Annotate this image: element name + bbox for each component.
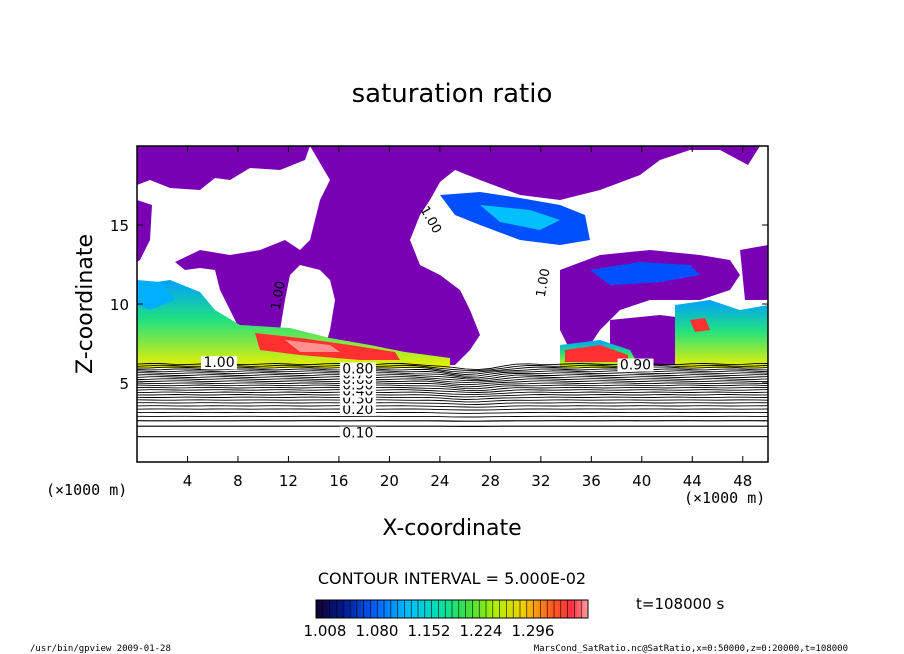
far-right-core: [690, 318, 710, 332]
far-right-cloud: [675, 300, 768, 368]
contour-line: [137, 386, 768, 392]
purple-top-left: [137, 146, 310, 190]
left-cloud-band: [137, 280, 450, 368]
x-tick-label: 12: [279, 472, 298, 490]
x-tick-label: 48: [733, 472, 752, 490]
contour-line: [137, 362, 768, 371]
x-tick-label: 44: [683, 472, 702, 490]
x-tick-label: 16: [329, 472, 348, 490]
contour-line: [137, 389, 768, 393]
contour-label-rotated: 1.00: [269, 280, 289, 311]
footer-left: /usr/bin/gpview 2009-01-28: [30, 644, 171, 654]
contour-line: [137, 380, 768, 386]
contour-interval-label: CONTOUR INTERVAL = 5.000E-02: [318, 569, 586, 588]
x-unit-right: (×1000 m): [684, 489, 765, 507]
contour-line: [137, 374, 768, 380]
contour-line: [137, 420, 768, 422]
contour-line: [137, 368, 768, 375]
contour-line: [137, 394, 768, 398]
colorbar-tick-label: 1.080: [356, 622, 399, 640]
contour-line: [137, 372, 768, 379]
contour-line: [137, 415, 768, 418]
left-cloud-edge: [137, 280, 175, 310]
colorbar-tick-label: 1.224: [460, 622, 503, 640]
contour-line: [137, 411, 768, 414]
left-cloud-peak: [285, 340, 340, 352]
contour-line: [137, 396, 768, 400]
x-tick-label: 40: [632, 472, 651, 490]
x-unit-left: (×1000 m): [46, 481, 127, 499]
contour-line: [137, 384, 768, 390]
x-axis-label: X-coordinate: [382, 516, 521, 541]
contour-label-bg: [339, 426, 376, 440]
colorbar: 1.008 1.080 1.152 1.224 1.296: [304, 599, 589, 640]
contour-label-rotated: 1.00: [534, 267, 554, 298]
contour-label: 0.20: [342, 402, 373, 418]
chart-title: saturation ratio: [352, 79, 553, 109]
x-tick-label: 28: [481, 472, 500, 490]
contour-line: [137, 370, 768, 377]
upper-cloud-inner: [480, 205, 560, 230]
contour-label: 0.80: [342, 362, 373, 378]
contour-line: [137, 364, 768, 372]
y-axis-ticks: 5 10 15: [110, 217, 768, 393]
purple-left-edge: [137, 200, 152, 262]
right-upper-cloud: [590, 262, 700, 285]
contour-line: [137, 408, 768, 411]
contour-lines: [137, 362, 768, 438]
x-axis-ticks: 4 8 12 16 20 24 28 32 36 40 44 48: [183, 146, 752, 490]
contour-label-bg: [617, 358, 654, 372]
colorbar-tick-label: 1.152: [408, 622, 451, 640]
y-axis-label: Z-coordinate: [73, 234, 98, 374]
x-tick-label: 4: [183, 472, 193, 490]
contour-label: 0.10: [342, 426, 373, 442]
x-tick-label: 8: [233, 472, 243, 490]
footer-right: MarsCond_SatRatio.nc@SatRatio,x=0:50000,…: [534, 644, 848, 654]
contour-label-bg: [201, 356, 238, 370]
x-tick-label: 24: [430, 472, 449, 490]
x-tick-label: 32: [531, 472, 550, 490]
plot-area: 0.100.200.300.400.500.600.700.800.901.00…: [137, 146, 768, 462]
contour-line: [137, 376, 768, 382]
x-tick-label: 20: [380, 472, 399, 490]
contour-label: 0.90: [620, 358, 651, 374]
y-tick-label: 5: [119, 375, 129, 393]
purple-central: [175, 146, 760, 365]
contour-line: [137, 405, 768, 408]
purple-far-right: [740, 245, 768, 300]
contour-label-bg: [339, 362, 376, 376]
colorbar-tick-label: 1.008: [304, 622, 347, 640]
time-label: t=108000 s: [636, 595, 724, 613]
colorbar-ticks: 1.008 1.080 1.152 1.224 1.296: [304, 600, 589, 640]
contour-line: [137, 402, 768, 405]
contour-line: [137, 391, 768, 395]
contour-line: [137, 378, 768, 383]
supersaturated-region: [137, 192, 768, 368]
y-tick-label: 10: [110, 296, 129, 314]
y-tick-label: 15: [110, 217, 129, 235]
contour-label-bg: [339, 402, 376, 416]
colorbar-tick-label: 1.296: [512, 622, 555, 640]
contour-label: 1.00: [203, 355, 234, 371]
right-cloud-core: [565, 345, 628, 362]
contour-line: [137, 399, 768, 403]
x-tick-label: 36: [582, 472, 601, 490]
contour-line: [137, 366, 768, 373]
contour-labels: 0.100.200.300.400.500.600.700.800.901.00…: [201, 204, 654, 442]
contour-line: [137, 382, 768, 388]
